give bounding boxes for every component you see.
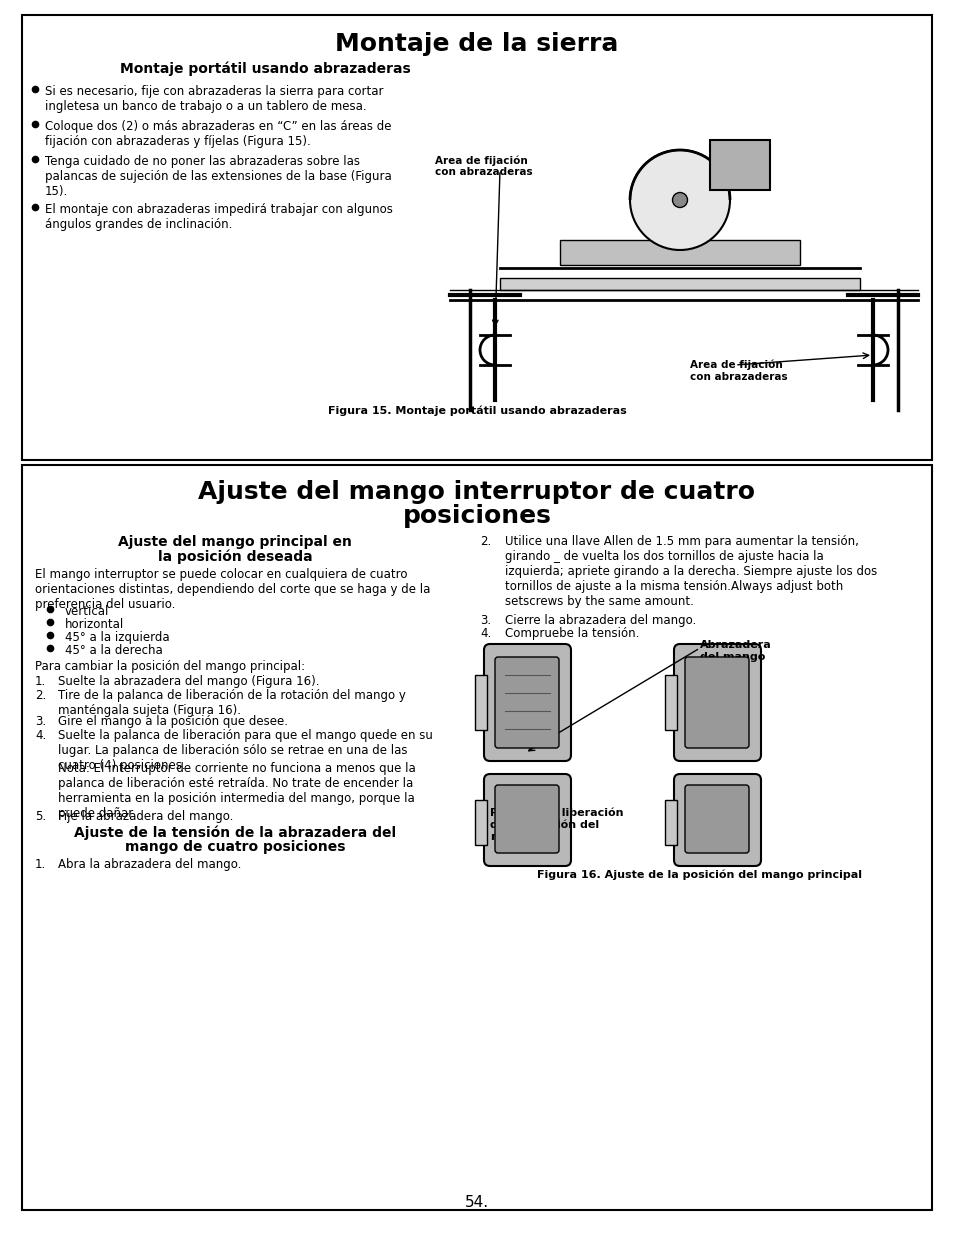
Text: 3.: 3. [479,614,491,627]
Text: Gire el mango a la posición que desee.: Gire el mango a la posición que desee. [58,715,288,727]
Bar [475,676,486,730]
Ellipse shape [672,193,687,207]
Bar [559,240,800,266]
Text: 45° a la izquierda: 45° a la izquierda [65,631,170,643]
Text: 45° a la derecha: 45° a la derecha [65,643,163,657]
FancyBboxPatch shape [483,774,571,866]
Text: 1.: 1. [35,676,46,688]
Text: Suelte la abrazadera del mango (Figura 16).: Suelte la abrazadera del mango (Figura 1… [58,676,319,688]
Bar [22,466,931,1210]
Text: 54.: 54. [464,1195,489,1210]
Text: Cierre la abrazadera del mango.: Cierre la abrazadera del mango. [504,614,696,627]
Text: con abrazaderas: con abrazaderas [689,372,787,382]
Text: Montaje portátil usando abrazaderas: Montaje portátil usando abrazaderas [119,62,410,77]
Bar [664,676,677,730]
Text: horizontal: horizontal [65,618,124,631]
Text: Figura 16. Ajuste de la posición del mango principal: Figura 16. Ajuste de la posición del man… [537,869,862,881]
Text: de la rotación del: de la rotación del [490,820,598,830]
Text: Utilice una llave Allen de 1.5 mm para aumentar la tensión,
girando _ de vuelta : Utilice una llave Allen de 1.5 mm para a… [504,535,877,608]
Text: 2.: 2. [35,689,46,701]
Text: Montaje de la sierra: Montaje de la sierra [335,32,618,56]
Text: mango de cuatro posiciones: mango de cuatro posiciones [125,840,345,853]
Text: Suelte la palanca de liberación para que el mango quede en su
lugar. La palanca : Suelte la palanca de liberación para que… [58,729,433,772]
Bar [499,278,859,290]
Text: vertical: vertical [65,605,110,618]
Ellipse shape [629,149,729,249]
FancyBboxPatch shape [483,643,571,761]
Text: Ajuste del mango principal en: Ajuste del mango principal en [118,535,352,550]
Text: Ajuste de la tensión de la abrazadera del: Ajuste de la tensión de la abrazadera de… [74,825,395,840]
Text: Compruebe la tensión.: Compruebe la tensión. [504,627,639,640]
Text: Para cambiar la posición del mango principal:: Para cambiar la posición del mango princ… [35,659,305,673]
Text: 4.: 4. [35,729,46,742]
Bar [475,800,486,845]
Text: con abrazaderas: con abrazaderas [435,167,532,177]
Text: Fije la abrazadera del mango.: Fije la abrazadera del mango. [58,810,233,823]
Text: Si es necesario, fije con abrazaderas la sierra para cortar
ingletesa un banco d: Si es necesario, fije con abrazaderas la… [45,85,383,112]
Text: El montaje con abrazaderas impedirá trabajar con algunos
ángulos grandes de incl: El montaje con abrazaderas impedirá trab… [45,203,393,231]
Text: Abra la abrazadera del mango.: Abra la abrazadera del mango. [58,858,241,871]
Text: Palanca de liberación: Palanca de liberación [490,808,623,818]
Bar [22,15,931,459]
Text: Area de fijación: Area de fijación [689,359,781,370]
Bar [664,800,677,845]
Text: Figura 15. Montaje portátil usando abrazaderas: Figura 15. Montaje portátil usando abraz… [327,405,626,415]
Text: Abrazadera: Abrazadera [700,640,771,650]
Text: Tire de la palanca de liberación de la rotación del mango y
manténgala sujeta (F: Tire de la palanca de liberación de la r… [58,689,405,718]
Text: Tenga cuidado de no poner las abrazaderas sobre las
palancas de sujeción de las : Tenga cuidado de no poner las abrazadera… [45,156,392,198]
Text: Coloque dos (2) o más abrazaderas en “C” en las áreas de
fijación con abrazadera: Coloque dos (2) o más abrazaderas en “C”… [45,120,391,148]
Text: posiciones: posiciones [402,504,551,529]
Text: mango: mango [490,832,532,842]
Text: Ajuste del mango interruptor de cuatro: Ajuste del mango interruptor de cuatro [198,480,755,504]
FancyBboxPatch shape [495,657,558,748]
FancyBboxPatch shape [495,785,558,853]
Text: Area de fijación: Area de fijación [435,156,527,165]
Text: 3.: 3. [35,715,46,727]
Text: 1.: 1. [35,858,46,871]
Text: 5.: 5. [35,810,46,823]
Text: 2.: 2. [479,535,491,548]
FancyBboxPatch shape [684,785,748,853]
FancyBboxPatch shape [684,657,748,748]
Text: Nota: El interruptor de corriente no funciona a menos que la
palanca de liberaci: Nota: El interruptor de corriente no fun… [58,762,416,820]
Bar [709,140,769,190]
FancyBboxPatch shape [673,643,760,761]
Text: la posición deseada: la posición deseada [157,550,312,563]
Text: El mango interruptor se puede colocar en cualquiera de cuatro
orientaciones dist: El mango interruptor se puede colocar en… [35,568,430,611]
Text: 4.: 4. [479,627,491,640]
FancyBboxPatch shape [673,774,760,866]
Text: del mango: del mango [700,652,764,662]
